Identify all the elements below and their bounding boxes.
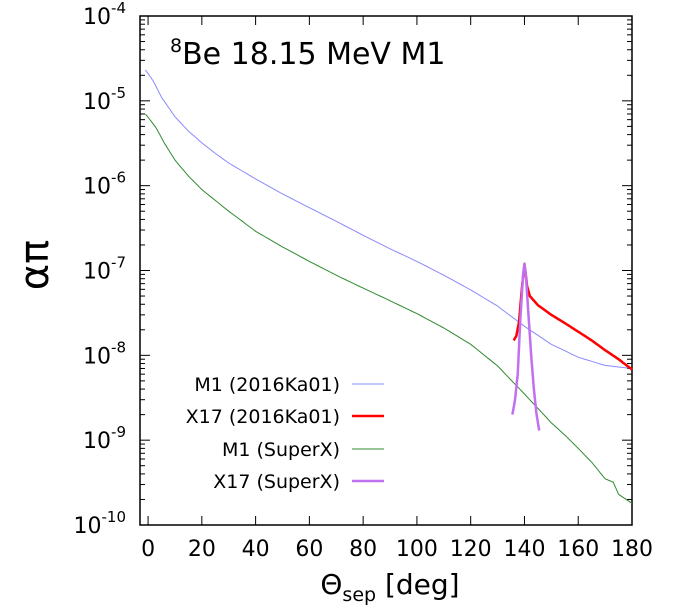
chart-title: 8Be 18.15 MeV M1 <box>170 35 445 72</box>
y-tick-label: 10-6 <box>83 169 126 200</box>
x-tick-labels: 0 20 40 60 80 100 120 140 160 180 <box>141 537 653 562</box>
series-layer <box>144 69 633 504</box>
y-tick-label: 10-4 <box>83 0 126 30</box>
y-tick-label: 10-9 <box>83 423 126 454</box>
series-line-1 <box>144 69 633 369</box>
y-tick-label: 10-8 <box>83 338 126 369</box>
y-tick-label: 10-5 <box>83 84 126 115</box>
x-axis-label: Θsep [deg] <box>320 568 459 606</box>
x-axis-label-symbol: Θ <box>320 568 342 601</box>
tick-marks <box>140 15 633 526</box>
x-tick-label: 100 <box>396 537 438 562</box>
plot-frame <box>139 15 633 526</box>
y-axis-label: απ <box>12 240 58 290</box>
x-tick-label: 160 <box>557 537 599 562</box>
x-tick-label: 80 <box>349 537 377 562</box>
x-axis-label-unit: [deg] <box>376 568 460 601</box>
series-line-3 <box>145 113 633 504</box>
x-tick-label: 0 <box>141 537 155 562</box>
x-tick-label: 140 <box>503 537 545 562</box>
legend-label: M1 (2016Ka01) <box>194 374 340 396</box>
legend-label: X17 (2016Ka01) <box>186 406 340 428</box>
x-tick-label: 120 <box>450 537 492 562</box>
chart-title-superscript: 8 <box>170 35 182 57</box>
y-tick-label: 10-10 <box>74 508 127 539</box>
legend-label: M1 (SuperX) <box>222 439 340 461</box>
y-tick-label: 10-7 <box>83 254 126 285</box>
series-line-4 <box>511 262 541 431</box>
x-axis-label-subscript: sep <box>342 584 376 606</box>
y-tick-labels: 10-4 10-5 10-6 10-7 10-8 10-9 10-10 <box>74 0 127 539</box>
x-tick-label: 60 <box>295 537 323 562</box>
x-tick-label: 180 <box>611 537 653 562</box>
legend-label: X17 (SuperX) <box>213 471 340 493</box>
chart-title-main: Be 18.15 MeV M1 <box>182 37 445 72</box>
legend: M1 (2016Ka01) X17 (2016Ka01) M1 (SuperX) X1… <box>186 374 384 493</box>
x-tick-label: 20 <box>188 537 216 562</box>
x-tick-label: 40 <box>242 537 270 562</box>
